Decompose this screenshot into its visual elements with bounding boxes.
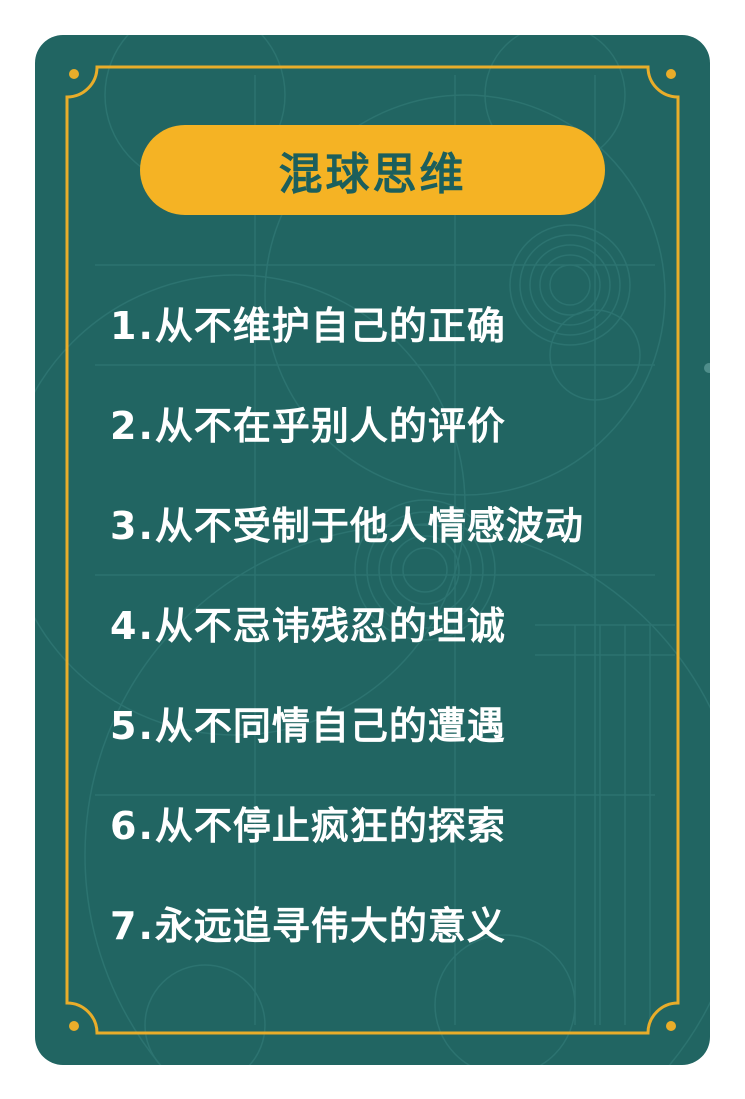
- page-title: 混球思维: [278, 149, 467, 200]
- list-item: 1.从不维护自己的正确: [110, 303, 506, 349]
- list-item-number: 2.: [110, 404, 155, 448]
- list-item-text: 从不停止疯狂的探索: [154, 804, 506, 848]
- list-item-text: 从不在乎别人的评价: [154, 404, 506, 448]
- list-item: 3.从不受制于他人情感波动: [110, 503, 584, 549]
- list-item: 4.从不忌讳残忍的坦诚: [110, 603, 506, 649]
- list-item-number: 6.: [110, 804, 155, 848]
- list-item: 6.从不停止疯狂的探索: [110, 803, 506, 849]
- list-item-number: 7.: [110, 904, 155, 948]
- list-item-number: 1.: [110, 304, 155, 348]
- list-item-text: 从不同情自己的遭遇: [154, 704, 506, 748]
- list-item-number: 3.: [110, 504, 155, 548]
- list-item: 2.从不在乎别人的评价: [110, 403, 506, 449]
- list-item-text: 永远追寻伟大的意义: [154, 904, 506, 948]
- list-item-text: 从不忌讳残忍的坦诚: [154, 604, 506, 648]
- side-dot: [704, 363, 710, 373]
- list-item-text: 从不维护自己的正确: [154, 304, 506, 348]
- list-item-text: 从不受制于他人情感波动: [154, 504, 584, 548]
- list-item: 7.永远追寻伟大的意义: [110, 903, 506, 949]
- card: 混球思维 1.从不维护自己的正确 2.从不在乎别人的评价 3.从不受制于他人情感…: [35, 35, 710, 1065]
- list-item: 5.从不同情自己的遭遇: [110, 703, 506, 749]
- gold-border-frame: [65, 65, 680, 1035]
- list-item-number: 5.: [110, 704, 155, 748]
- background-pattern: [35, 35, 710, 1065]
- list-item-number: 4.: [110, 604, 155, 648]
- title-banner: 混球思维: [140, 125, 605, 215]
